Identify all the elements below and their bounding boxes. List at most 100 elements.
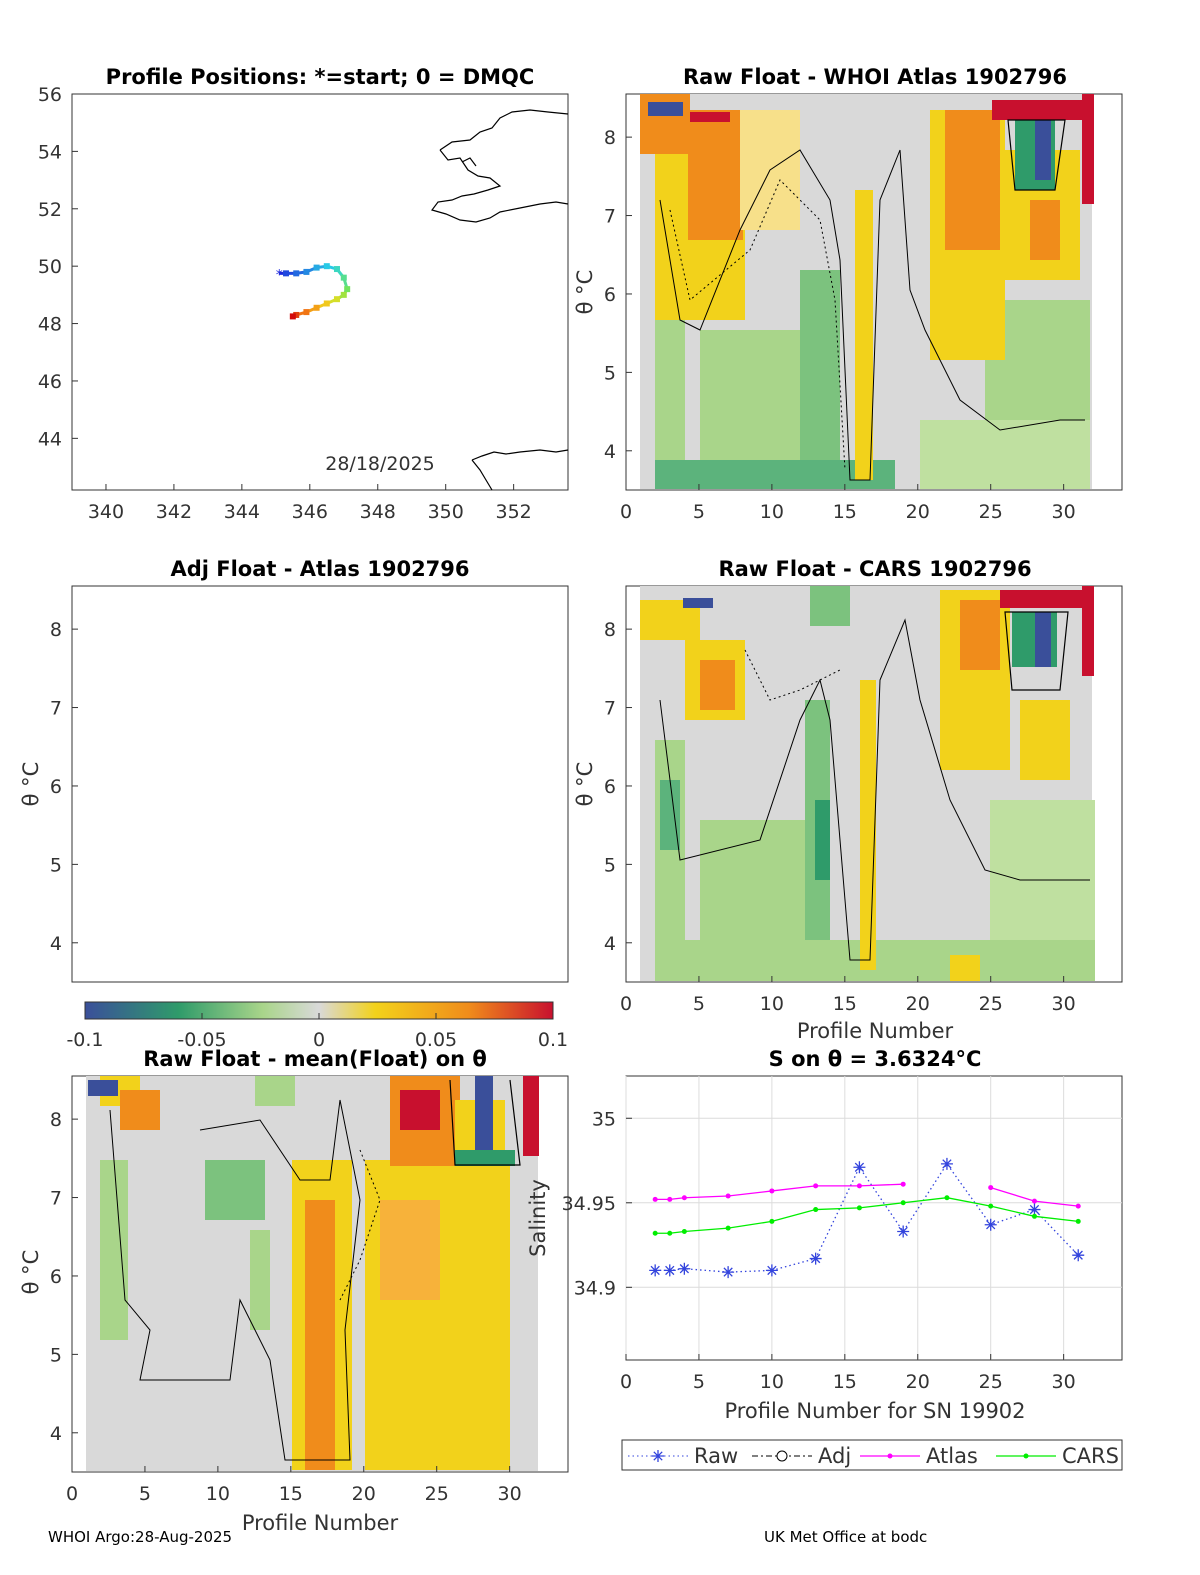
cars-point (681, 1229, 687, 1235)
cars-point (667, 1230, 673, 1236)
float-track: * (276, 263, 351, 320)
salinity-series (649, 1157, 1085, 1279)
y-tick-label: 6 (604, 776, 616, 798)
footer-right: UK Met Office at bodc (764, 1528, 928, 1546)
y-tick-label: 6 (50, 1266, 62, 1288)
x-tick-label: 352 (496, 501, 532, 523)
y-tick-label: 8 (50, 619, 62, 641)
cars-heatmap (640, 586, 1095, 981)
whoi-panel: Raw Float - WHOI Atlas 1902796 (573, 65, 1123, 523)
cars-title: Raw Float - CARS 1902796 (718, 557, 1031, 581)
raw-point (940, 1157, 953, 1170)
map-axes: 340 342 344 346 348 350 352 44 46 48 50 52 54 56 (38, 84, 532, 523)
cars-panel: Raw Float - CARS 1902796 (573, 557, 1123, 1043)
track-point (303, 268, 310, 275)
x-tick-label: 5 (693, 501, 705, 523)
y-tick-label: 6 (50, 776, 62, 798)
adj-panel: Adj Float - Atlas 1902796 4 5 6 7 8 θ °C (19, 557, 569, 983)
y-tick-label: 7 (50, 1188, 62, 1210)
y-tick-label: 50 (38, 256, 62, 278)
whoi-axes: 0 5 10 15 20 25 30 4 5 6 7 8 (604, 127, 1076, 523)
mean-panel: Raw Float - mean(Float) on θ 0 5 10 1 (19, 1047, 569, 1535)
y-tick-label: 5 (50, 1344, 62, 1366)
x-tick-label: 20 (906, 501, 930, 523)
track-point (293, 311, 300, 318)
y-tick-label: 4 (604, 441, 616, 463)
whoi-title: Raw Float - WHOI Atlas 1902796 (683, 65, 1067, 89)
x-tick-label: 15 (833, 993, 857, 1015)
track-start-marker: * (276, 267, 283, 283)
x-tick-label: 30 (498, 1483, 522, 1505)
adj-axes: 4 5 6 7 8 (50, 619, 78, 955)
colorbar: -0.1 -0.05 0 0.05 0.1 (66, 1001, 568, 1051)
x-tick-label: 350 (428, 501, 464, 523)
whoi-ylabel: θ °C (573, 270, 597, 315)
x-tick-label: 15 (833, 1371, 857, 1393)
x-tick-label: 5 (139, 1483, 151, 1505)
coastline (430, 109, 569, 491)
x-tick-label: 10 (206, 1483, 230, 1505)
cars-point (988, 1203, 994, 1209)
salinity-title: S on θ = 3.6324°C (769, 1047, 982, 1071)
mean-heatmap (86, 1076, 539, 1471)
map-panel: Profile Positions: *=start; 0 = DMQC * 2… (38, 65, 569, 523)
y-tick-label: 8 (50, 1109, 62, 1131)
raw-point (722, 1266, 735, 1279)
colorbar-tick-label: -0.05 (177, 1029, 226, 1051)
atlas-point (1075, 1203, 1081, 1209)
track-point (303, 309, 310, 316)
cars-point (813, 1207, 819, 1213)
x-tick-label: 10 (760, 1371, 784, 1393)
series-line-raw (655, 1162, 1079, 1273)
x-tick-label: 15 (279, 1483, 303, 1505)
y-tick-label: 48 (38, 314, 62, 336)
y-tick-label: 5 (604, 854, 616, 876)
y-tick-label: 7 (604, 206, 616, 228)
x-tick-label: 5 (693, 1371, 705, 1393)
x-tick-label: 25 (979, 993, 1003, 1015)
cars-point (900, 1200, 906, 1206)
y-tick-label: 7 (604, 698, 616, 720)
atlas-point (725, 1193, 731, 1199)
salinity-axes: 0 5 10 15 20 25 30 34.9 34.95 35 (562, 1108, 1076, 1393)
y-tick-label: 34.95 (562, 1193, 616, 1215)
cars-point (652, 1230, 658, 1236)
legend-marker-atlas (887, 1453, 893, 1459)
raw-point (984, 1218, 997, 1231)
y-tick-label: 4 (50, 1423, 62, 1445)
x-tick-label: 0 (620, 501, 632, 523)
legend-marker-adj (776, 1450, 788, 1462)
atlas-point (1031, 1198, 1037, 1204)
salinity-ylabel: Salinity (526, 1179, 550, 1257)
cars-axes: 0 5 10 15 20 25 30 4 5 6 7 8 (604, 619, 1076, 1015)
y-tick-label: 44 (38, 428, 62, 450)
raw-point (1072, 1249, 1085, 1262)
x-tick-label: 25 (979, 1371, 1003, 1393)
legend-label-raw: Raw (694, 1444, 738, 1468)
salinity-grid (625, 1076, 1122, 1360)
raw-point (678, 1262, 691, 1275)
cars-point (1075, 1218, 1081, 1224)
cars-point (856, 1205, 862, 1211)
x-tick-label: 340 (88, 501, 124, 523)
track-point (283, 270, 290, 277)
y-tick-label: 46 (38, 371, 62, 393)
legend-marker-cars (1023, 1453, 1029, 1459)
cars-point (725, 1225, 731, 1231)
x-tick-label: 30 (1052, 501, 1076, 523)
y-tick-label: 54 (38, 141, 62, 163)
raw-point (765, 1264, 778, 1277)
track-point (333, 296, 340, 303)
colorbar-tick-label: 0.05 (415, 1029, 457, 1051)
x-tick-label: 20 (906, 1371, 930, 1393)
cars-point (769, 1218, 775, 1224)
salinity-panel: S on θ = 3.6324°C 0 5 10 15 20 25 30 34.9 34.95 3… (526, 1047, 1123, 1471)
y-tick-label: 5 (604, 362, 616, 384)
raw-point (663, 1264, 676, 1277)
whoi-heatmap (640, 94, 1094, 489)
x-tick-label: 30 (1052, 993, 1076, 1015)
atlas-point (652, 1196, 658, 1202)
track-point (293, 270, 300, 277)
x-tick-label: 25 (425, 1483, 449, 1505)
